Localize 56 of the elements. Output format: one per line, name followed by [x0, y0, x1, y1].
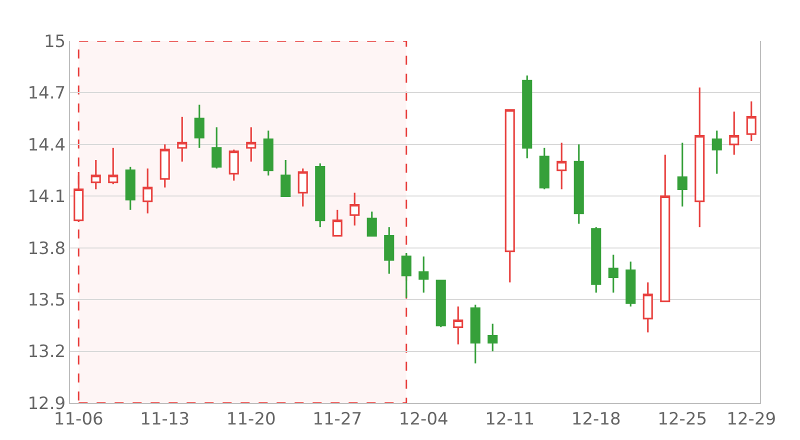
x-tick-label: 12-18: [571, 409, 621, 430]
candlestick: [228, 148, 239, 182]
candlestick: [608, 254, 618, 294]
candlestick: [74, 171, 84, 223]
candlestick: [470, 304, 480, 364]
x-tick-label: 11-20: [226, 409, 276, 430]
y-tick-label: 14.4: [28, 135, 66, 156]
y-tick-label: 13.8: [28, 238, 66, 259]
candlestick: [712, 130, 722, 175]
candlestick: [642, 282, 653, 334]
candlestick: [436, 280, 446, 328]
candlestick: [177, 116, 188, 162]
candlestick: [108, 147, 118, 185]
candlestick: [504, 109, 515, 284]
y-tick-label: 14.1: [28, 187, 66, 208]
x-tick-label: 12-11: [485, 409, 535, 430]
y-tick-label: 14.7: [28, 84, 66, 104]
candlestick: [125, 166, 136, 211]
candlestick: [418, 256, 429, 294]
x-tick-label: 11-13: [140, 409, 190, 430]
candlestick: [677, 142, 688, 208]
candlestick: [626, 260, 636, 308]
candlestick: [522, 74, 532, 160]
candlestick: [488, 322, 498, 352]
candlestick: [332, 209, 342, 237]
candlestick: [401, 252, 412, 299]
x-tick-label: 11-27: [312, 409, 362, 430]
candlestick: [366, 210, 377, 237]
candlestick: [574, 144, 584, 225]
candlestick: [729, 110, 740, 156]
x-tick-label: 12-25: [658, 409, 708, 430]
x-tick-label: 11-06: [54, 409, 104, 430]
candlestick: [298, 168, 308, 208]
candlestick: [246, 126, 256, 162]
candlestick: [694, 86, 705, 228]
candlestick: [350, 192, 360, 226]
x-tick-label: 12-29: [726, 409, 776, 430]
candlestick: [280, 159, 291, 197]
candlestick: [591, 226, 602, 294]
candlestick: [746, 100, 756, 142]
candlestick: [315, 162, 326, 228]
y-tick-label: 15: [44, 32, 66, 52]
candlestick: [539, 147, 550, 190]
y-tick-label: 13.2: [28, 342, 66, 362]
candlestick: [384, 226, 394, 275]
candlestick: [90, 159, 101, 190]
candlestick: [556, 142, 567, 190]
candlestick: [142, 168, 153, 214]
candlestick: [660, 154, 670, 302]
x-tick-label: 12-04: [398, 409, 448, 430]
candlestick: [160, 144, 170, 188]
y-tick-label: 13.5: [28, 290, 66, 311]
candlestick: [212, 126, 222, 170]
candlestick: [453, 306, 464, 346]
candlestick: [194, 104, 204, 149]
candlestick: [263, 130, 274, 176]
